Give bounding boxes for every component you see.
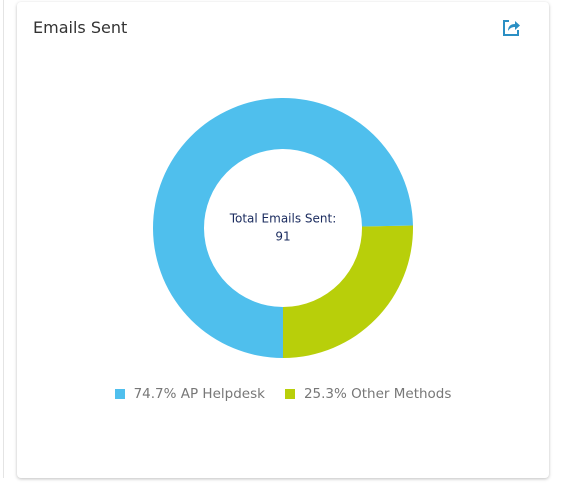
legend-value: 25.3% xyxy=(303,386,347,402)
legend-swatch xyxy=(114,389,125,399)
legend-text: 25.3% Other Methods xyxy=(304,386,451,402)
card-title: Emails Sent xyxy=(33,18,128,37)
legend-text: 74.7% AP Helpdesk xyxy=(134,386,265,402)
adjacent-card-edge xyxy=(0,0,4,478)
donut-chart: Total Emails Sent: 91 xyxy=(152,98,413,358)
legend-label: Other Methods xyxy=(351,386,452,402)
legend-label: AP Helpdesk xyxy=(180,386,265,402)
center-label: Total Emails Sent: xyxy=(229,212,337,226)
legend-value: 74.7% xyxy=(133,386,177,402)
legend-item: 74.7% AP Helpdesk xyxy=(114,386,265,402)
legend-swatch xyxy=(284,389,295,399)
legend-item: 25.3% Other Methods xyxy=(284,386,451,402)
donut-segment xyxy=(152,98,413,358)
center-total: 91 xyxy=(275,230,290,244)
legend: 74.7% AP Helpdesk 25.3% Other Methods xyxy=(17,386,549,402)
card: Emails Sent Total Emails Sent: 91 74.7% … xyxy=(17,2,549,478)
donut-segment xyxy=(283,225,413,358)
export-icon[interactable] xyxy=(501,18,521,38)
